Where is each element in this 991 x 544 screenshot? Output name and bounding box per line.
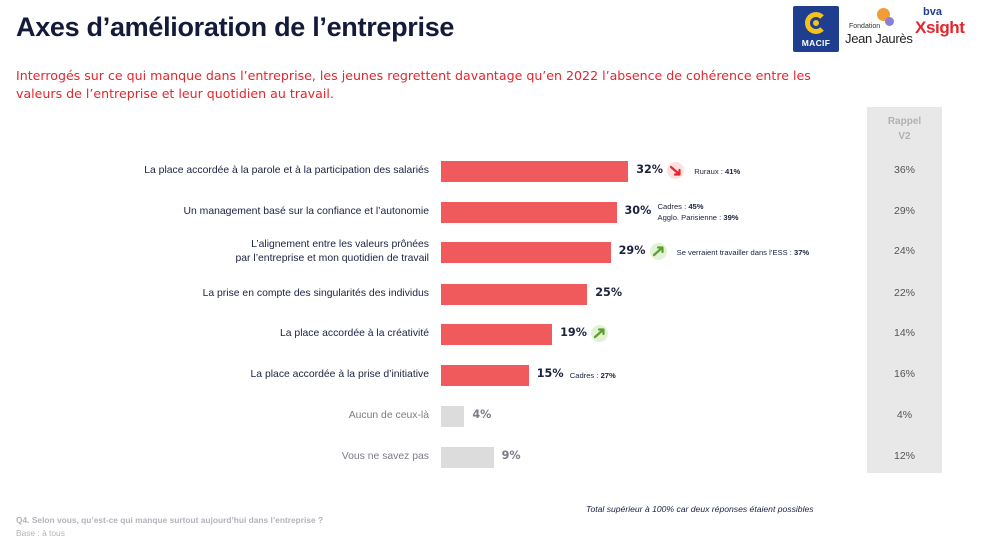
rappel-v2-value: 12% — [893, 450, 915, 462]
category-label-line: Vous ne savez pas — [341, 451, 429, 462]
subgroup-note-line: Se verraient travailler dans l’ESS : 37% — [677, 247, 810, 258]
bar — [441, 405, 465, 427]
question-text: Q4. Selon vous, qu’est-ce qui manque sur… — [16, 515, 324, 525]
rappel-v2-value: 14% — [893, 327, 915, 339]
rappel-v2-value: 36% — [893, 164, 915, 176]
rappel-v2-value: 24% — [893, 245, 915, 257]
category-label-line: Aucun de ceux-là — [348, 410, 429, 421]
rappel-v2-value: 16% — [893, 368, 915, 380]
subgroup-note: Ruraux : 41% — [694, 166, 740, 177]
category-label: La place accordée à la parole et à la pa… — [89, 164, 429, 178]
subgroup-note-value: 37% — [793, 247, 810, 257]
category-label: La place accordée à la prise d’initiativ… — [89, 368, 429, 382]
category-label: La prise en compte des singularités des … — [89, 287, 429, 301]
subgroup-note: Cadres : 45% Agglo. Parisienne : 39% — [658, 201, 739, 223]
data-label: 19% — [560, 326, 587, 339]
subgroup-note-value: 41% — [725, 166, 741, 176]
category-label: Vous ne savez pas — [89, 450, 429, 464]
bva-logo-small: bva — [923, 6, 942, 18]
data-label: 29% — [618, 244, 646, 257]
rappel-v2-value: 22% — [893, 287, 915, 299]
rappel-column — [867, 107, 942, 473]
page-title: Axes d’amélioration de l’entreprise — [16, 12, 455, 42]
bar — [441, 283, 588, 305]
category-label-line: La place accordée à la parole et à la pa… — [144, 165, 429, 176]
macif-logo-text: MACIF — [801, 38, 831, 48]
category-label: La place accordée à la créativité — [89, 327, 429, 341]
subgroup-note-line: Cadres : 45% — [658, 201, 739, 212]
bva-xsight-logo: bva Xsight — [915, 6, 977, 48]
subgroup-note-line: Cadres : 27% — [570, 370, 616, 381]
rappel-v2-value: 29% — [893, 205, 915, 217]
subgroup-note-label: Agglo. Parisienne : — [657, 213, 724, 222]
subgroup-note: Cadres : 27% — [570, 370, 616, 381]
subgroup-note-value: 39% — [723, 213, 739, 222]
category-label: L’alignement entre les valeurs prônées pa… — [89, 238, 430, 266]
data-label: 25% — [595, 286, 623, 299]
subgroup-note-label: Se verraient travailler dans l’ESS : — [676, 247, 794, 257]
subgroup-note-line: Ruraux : 41% — [694, 166, 740, 177]
trend-up-icon — [591, 325, 609, 342]
category-label-line: La prise en compte des singularités des … — [202, 288, 429, 299]
total-note: Total supérieur à 100% car deux réponses… — [586, 504, 814, 514]
category-label-line: Un management basé sur la confiance et l… — [183, 206, 429, 217]
bar — [441, 323, 553, 345]
bar — [441, 364, 529, 386]
data-label: 15% — [536, 367, 564, 380]
rappel-header: Rappel V2 — [867, 114, 942, 144]
data-label: 32% — [636, 163, 663, 176]
base-text: Base : à tous — [16, 528, 65, 538]
macif-logo: MACIF — [793, 6, 839, 52]
subgroup-note-label: Cadres : — [569, 370, 601, 380]
trend-down-icon — [667, 162, 685, 179]
rappel-v2-value: 4% — [896, 409, 913, 421]
data-label: 9% — [501, 449, 521, 462]
bar — [441, 446, 494, 468]
category-label-line: L’alignement entre les valeurs prônées — [251, 239, 429, 250]
trend-up-icon — [649, 243, 667, 260]
subgroup-note-label: Ruraux : — [694, 166, 725, 176]
rappel-header-line2: V2 — [898, 131, 911, 142]
category-label-line: par l’entreprise et mon quotidien de tra… — [235, 253, 430, 264]
bar — [441, 241, 611, 263]
rappel-header-line1: Rappel — [887, 116, 922, 127]
subgroup-note-label: Cadres : — [657, 202, 689, 211]
category-label-line: La place accordée à la prise d’initiativ… — [250, 369, 429, 380]
data-label: 30% — [624, 204, 652, 217]
jean-jaures-logo-small: Fondation — [849, 23, 881, 30]
category-label: Un management basé sur la confiance et l… — [89, 205, 429, 219]
bar — [441, 201, 617, 223]
subgroup-note-value: 45% — [688, 202, 704, 211]
subgroup-note-value: 27% — [600, 370, 616, 380]
data-label: 4% — [472, 408, 492, 421]
jean-jaures-logo-big: Jean Jaurès — [845, 31, 913, 46]
bar — [441, 160, 629, 182]
subgroup-note-line: Agglo. Parisienne : 39% — [658, 212, 739, 223]
jean-jaures-logo: Fondation Jean Jaurès — [845, 8, 913, 50]
bva-logo-big: Xsight — [915, 18, 965, 37]
subtitle: Interrogés sur ce qui manque dans l’entr… — [16, 68, 811, 101]
subgroup-note: Se verraient travailler dans l’ESS : 37% — [677, 247, 810, 258]
category-label: Aucun de ceux-là — [89, 409, 429, 423]
category-label-line: La place accordée à la créativité — [279, 328, 429, 339]
